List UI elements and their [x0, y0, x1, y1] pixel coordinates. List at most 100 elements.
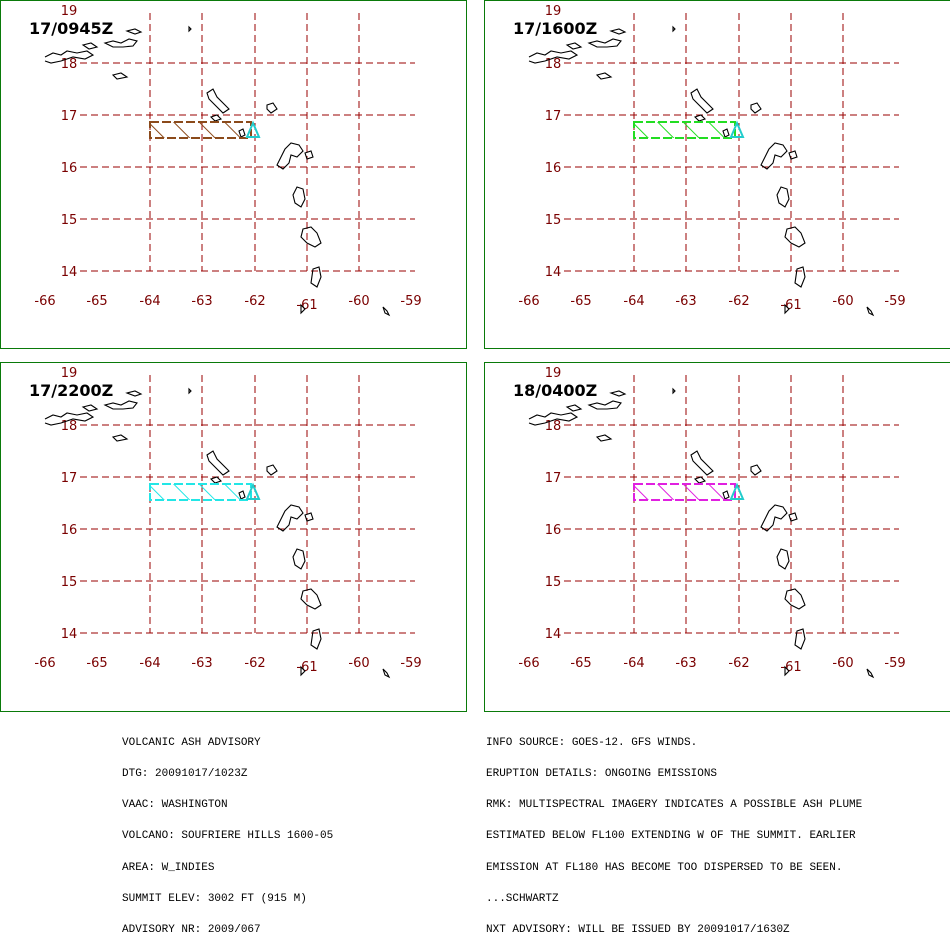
lat-tick-label: 15 [61, 213, 78, 228]
coastline [300, 665, 306, 677]
lon-tick-label: -62 [244, 656, 265, 671]
volcano-icon [245, 482, 261, 500]
lon-tick-label: -63 [191, 294, 212, 309]
coastline [565, 42, 583, 50]
coastline [111, 434, 129, 442]
map-canvas-2: -66 -65 -64 -63 -62 -61 -60 -59 19 18 17 16 15 14 [518, 4, 906, 317]
coastline [587, 38, 622, 48]
coastline [760, 142, 788, 170]
lat-tick-label: 18 [545, 419, 562, 434]
advisory-line: RMK: MULTISPECTRAL IMAGERY INDICATES A P… [486, 799, 863, 812]
coastline [690, 88, 714, 114]
lon-tick-label: -59 [400, 294, 421, 309]
coastline [111, 72, 129, 80]
panel-time-label: 17/1600Z [513, 19, 598, 38]
coastline [750, 102, 762, 114]
panel-time-label: 17/2200Z [29, 381, 114, 400]
lon-tick-label: -66 [34, 294, 55, 309]
advisory-line: EMISSION AT FL180 HAS BECOME TOO DISPERS… [486, 861, 843, 874]
lon-tick-label: -61 [780, 660, 801, 675]
lon-tick-label: -63 [675, 294, 696, 309]
lat-tick-label: 14 [545, 265, 562, 280]
lat-tick-label: 16 [61, 161, 78, 176]
coastline [794, 266, 806, 288]
lat-tick-label: 17 [545, 109, 562, 124]
coastline [292, 548, 306, 570]
coastline [304, 150, 314, 160]
coastline [788, 512, 798, 522]
lon-tick-label: -60 [348, 656, 369, 671]
panel-time-label: 18/0400Z [513, 381, 598, 400]
map-canvas-3: -66 -65 -64 -63 -62 -61 -60 -59 19 18 17 16 15 14 [34, 366, 422, 679]
volcano-icon [729, 120, 745, 138]
lon-tick-label: -59 [884, 656, 905, 671]
coastline [310, 628, 322, 650]
coastline [382, 668, 391, 679]
advisory-line: VOLCANO: SOUFRIERE HILLS 1600-05 [122, 830, 334, 843]
coastline [300, 588, 322, 610]
coastline [103, 38, 138, 48]
coastline [276, 504, 304, 532]
panel-time-label: 17/0945Z [29, 19, 114, 38]
coastline [693, 476, 707, 484]
map-panel-2: -66 -65 -64 -63 -62 -61 -60 -59 19 18 17 16 15 14 17/… [484, 0, 950, 349]
coastline [188, 387, 192, 395]
coastline [693, 114, 707, 122]
coastline [595, 434, 613, 442]
coastline [103, 400, 138, 410]
coastline [206, 450, 230, 476]
lat-tick-label: 17 [61, 471, 78, 486]
lat-tick-label: 19 [545, 4, 562, 19]
advisory-line: ESTIMATED BELOW FL100 EXTENDING W OF THE… [486, 830, 856, 843]
lon-tick-label: -60 [832, 656, 853, 671]
coastline [784, 665, 790, 677]
advisory-line: SUMMIT ELEV: 3002 FT (915 M) [122, 892, 307, 905]
map-panel-3: -66 -65 -64 -63 -62 -61 -60 -59 19 18 17 16 15 14 17/… [0, 362, 467, 712]
ash-plume-area [633, 483, 736, 501]
lat-tick-label: 18 [545, 57, 562, 72]
lon-tick-label: -64 [623, 656, 644, 671]
lat-tick-label: 16 [545, 161, 562, 176]
coastline [672, 25, 676, 33]
lon-tick-label: -61 [296, 298, 317, 313]
lon-tick-label: -61 [296, 660, 317, 675]
lat-tick-label: 18 [61, 57, 78, 72]
volcano-icon [245, 120, 261, 138]
lat-tick-label: 19 [61, 366, 78, 381]
coastline [760, 504, 788, 532]
coastline [672, 387, 676, 395]
coastline [266, 464, 278, 476]
lon-tick-label: -66 [518, 294, 539, 309]
lon-tick-label: -59 [400, 656, 421, 671]
coastline [784, 303, 790, 315]
coastline [866, 306, 875, 317]
map-panel-1: -66 -65 -64 -63 -62 -61 -60 -59 19 18 17 16 15 14 17/… [0, 0, 467, 349]
lon-tick-label: -64 [139, 656, 160, 671]
coastline [609, 390, 627, 397]
lon-tick-label: -60 [832, 294, 853, 309]
lon-tick-label: -66 [34, 656, 55, 671]
lat-tick-label: 18 [61, 419, 78, 434]
lon-tick-label: -65 [86, 656, 107, 671]
lat-tick-label: 16 [545, 523, 562, 538]
lon-tick-label: -61 [780, 298, 801, 313]
lon-tick-label: -62 [728, 294, 749, 309]
advisory-line: NXT ADVISORY: WILL BE ISSUED BY 20091017… [486, 924, 790, 937]
lat-tick-label: 19 [61, 4, 78, 19]
lon-tick-label: -65 [86, 294, 107, 309]
coastline [690, 450, 714, 476]
coastline [595, 72, 613, 80]
coastline [784, 588, 806, 610]
volcano-icon [729, 482, 745, 500]
advisory-line: DTG: 20091017/1023Z [122, 768, 248, 781]
ash-plume-area [149, 121, 252, 139]
ash-plume-area [149, 483, 252, 501]
coastline [304, 512, 314, 522]
advisory-line: ERUPTION DETAILS: ONGOING EMISSIONS [486, 768, 718, 781]
coastline [81, 404, 99, 412]
coastline [776, 186, 790, 208]
lon-tick-label: -62 [728, 656, 749, 671]
coastline [209, 476, 223, 484]
coastline [44, 50, 95, 64]
lon-tick-label: -64 [139, 294, 160, 309]
